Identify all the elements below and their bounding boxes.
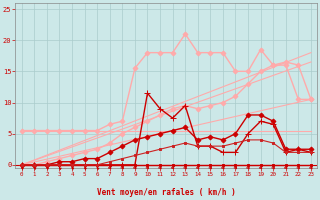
X-axis label: Vent moyen/en rafales ( km/h ): Vent moyen/en rafales ( km/h ) xyxy=(97,188,236,197)
